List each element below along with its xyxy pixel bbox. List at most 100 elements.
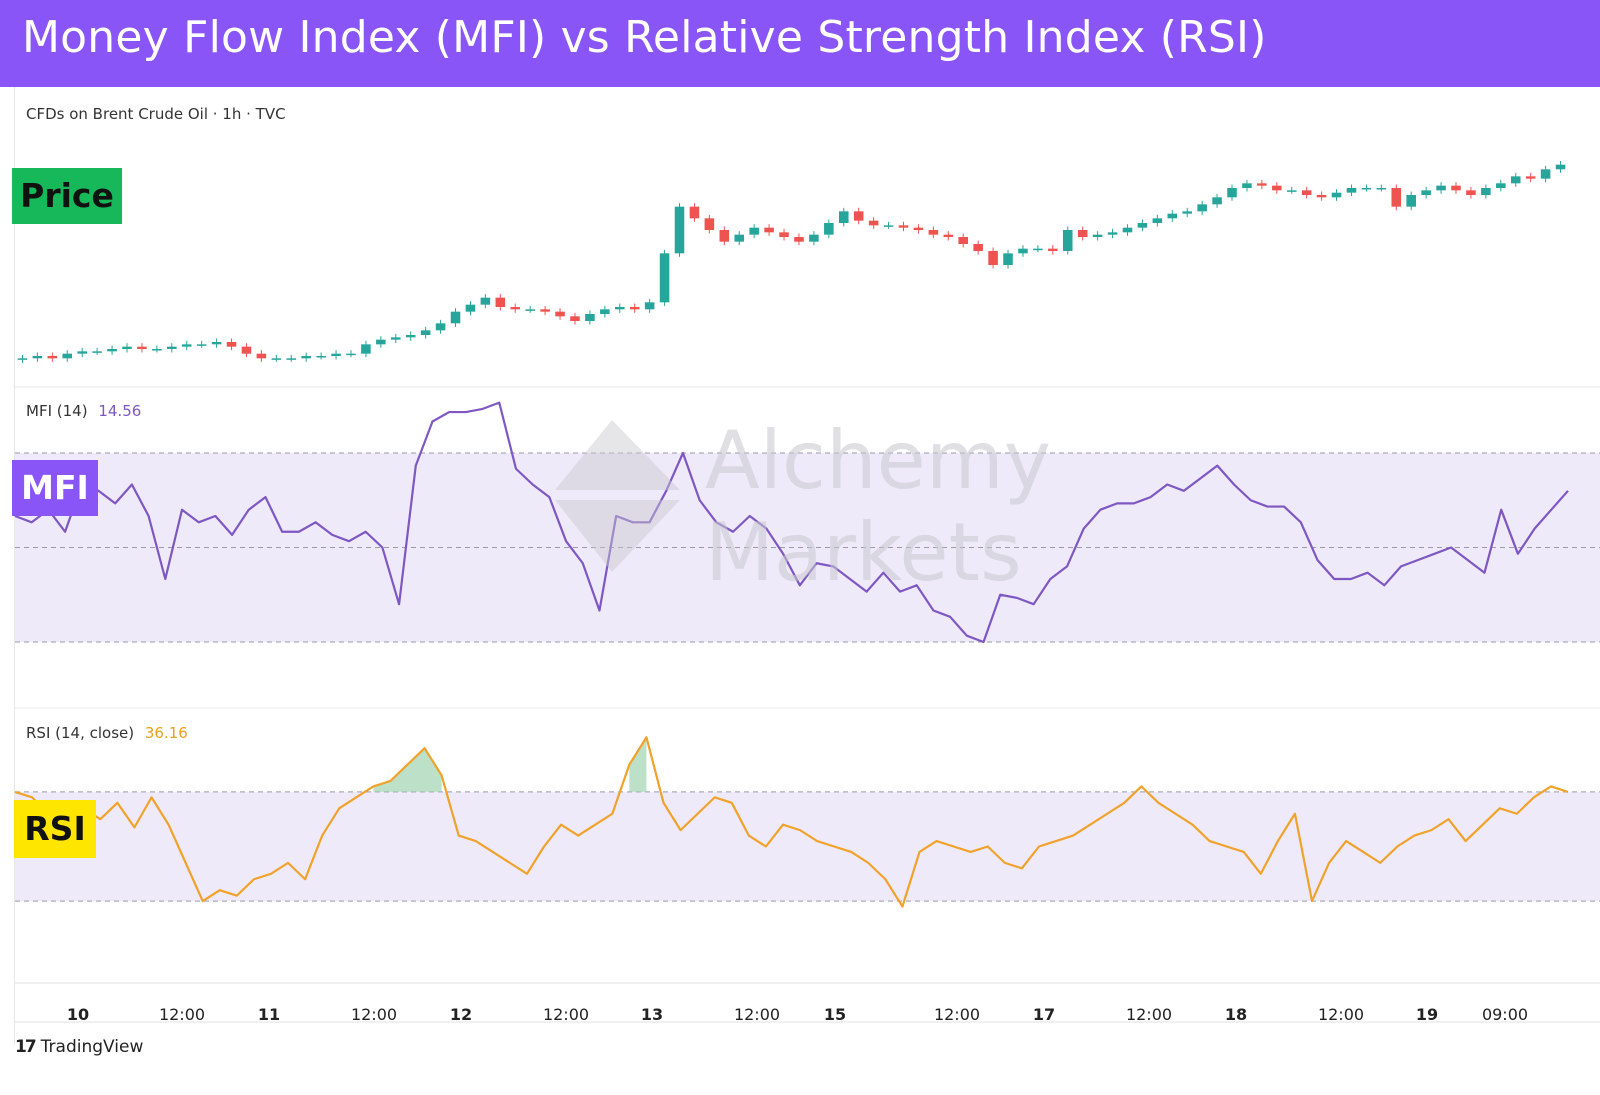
candle-body <box>107 349 117 352</box>
candle-body <box>1227 188 1237 198</box>
candle-body <box>77 351 87 354</box>
candle-body <box>958 237 969 244</box>
candle-body <box>137 346 147 349</box>
x-tick-label: 19 <box>1415 1005 1439 1024</box>
candle-body <box>1286 190 1297 192</box>
x-tick-label: 13 <box>640 1005 664 1024</box>
candle-body <box>719 230 730 242</box>
tradingview-logo-text: TradingView <box>40 1037 144 1057</box>
candle-body <box>1167 213 1178 219</box>
candle-body <box>1346 188 1357 193</box>
watermark-line-1: Alchemy <box>705 414 1052 507</box>
rsi-band <box>15 791 1600 902</box>
chart-frame[interactable] <box>14 87 1600 1045</box>
rsi-overbought-fill <box>629 737 647 792</box>
candle-body <box>1406 195 1416 207</box>
candle-body <box>1077 230 1088 237</box>
candle-body <box>1152 218 1163 223</box>
x-tick-label: 18 <box>1224 1005 1248 1024</box>
mfi-legend[interactable]: MFI (14) 14.56 <box>26 402 141 420</box>
candle-body <box>674 206 685 254</box>
watermark: Alchemy Markets <box>705 415 1051 599</box>
candle-body <box>973 244 983 251</box>
candle-body <box>749 227 759 235</box>
candle-body <box>495 297 506 307</box>
candle-body <box>435 323 446 331</box>
watermark-line-2: Markets <box>705 506 1022 599</box>
candle-body <box>1257 183 1267 186</box>
candle-body <box>32 356 43 359</box>
candle-body <box>794 237 804 242</box>
rsi-label: RSI <box>14 800 96 858</box>
alchemy-logo-icon <box>555 420 680 490</box>
candle-body <box>181 344 192 347</box>
symbol-legend[interactable]: CFDs on Brent Crude Oil · 1h · TVC <box>26 105 286 123</box>
candle-body <box>809 234 819 242</box>
candle-body <box>600 309 610 314</box>
x-tick-label: 11 <box>257 1005 281 1024</box>
candle-body <box>659 253 670 303</box>
candle-body <box>62 353 73 359</box>
candle-body <box>1212 197 1222 205</box>
rsi-legend[interactable]: RSI (14, close) 36.16 <box>26 724 188 742</box>
candle-body <box>1092 234 1103 237</box>
candle-body <box>1540 169 1551 179</box>
candle-body <box>644 302 655 310</box>
candle-body <box>152 349 162 351</box>
candle-body <box>988 251 998 265</box>
rsi-line <box>14 736 1569 908</box>
x-tick-label: 12:00 <box>733 1005 781 1024</box>
x-tick-label: 12 <box>449 1005 473 1024</box>
candle-body <box>1197 204 1207 212</box>
candle-body <box>376 339 386 345</box>
candle-body <box>1555 164 1566 170</box>
mfi-label: MFI <box>12 460 98 516</box>
rsi-overbought-fill <box>373 748 442 792</box>
x-tick-label: 15 <box>823 1005 847 1024</box>
candle-body <box>420 330 431 335</box>
candle-body <box>824 223 834 235</box>
candle-body <box>1062 230 1073 251</box>
candle-body <box>779 232 789 237</box>
mfi-line <box>14 401 1569 644</box>
candle-body <box>226 342 237 347</box>
candle-body <box>1331 192 1342 198</box>
candle-body <box>1361 188 1372 190</box>
candle-body <box>346 353 356 356</box>
candle-body <box>585 314 595 321</box>
candle-body <box>1496 183 1506 188</box>
candle-body <box>480 297 491 305</box>
tradingview-mark-icon: 17 <box>15 1037 37 1057</box>
candle-body <box>1391 188 1402 207</box>
candle-body <box>1272 185 1282 191</box>
symbol-legend-text: CFDs on Brent Crude Oil · 1h · TVC <box>26 105 286 123</box>
rsi-legend-value: 36.16 <box>144 724 188 742</box>
candle-body <box>211 342 222 345</box>
x-tick-label: 17 <box>1032 1005 1056 1024</box>
tradingview-logo[interactable]: 17 TradingView <box>15 1037 143 1057</box>
candle-body <box>1033 248 1043 251</box>
candle-body <box>734 234 745 242</box>
mfi-legend-value: 14.56 <box>98 402 142 420</box>
candle-body <box>196 344 207 346</box>
candle-body <box>316 356 326 358</box>
candle-body <box>1018 248 1028 254</box>
x-tick-label: 09:00 <box>1481 1005 1529 1024</box>
candle-body <box>1182 211 1192 214</box>
candle-body <box>331 353 341 356</box>
candle-body <box>256 353 267 359</box>
candle-body <box>540 309 550 312</box>
candle-body <box>1466 190 1476 195</box>
candle-body <box>241 346 252 354</box>
candle-body <box>1242 183 1252 188</box>
candle-body <box>1510 176 1521 184</box>
candle-body <box>614 307 625 310</box>
x-tick-label: 10 <box>66 1005 90 1024</box>
candle-body <box>1436 185 1446 191</box>
candle-body <box>898 225 909 228</box>
candle-body <box>838 211 849 223</box>
candle-body <box>689 206 700 219</box>
candle-body <box>868 220 879 226</box>
price-label: Price <box>12 168 122 224</box>
